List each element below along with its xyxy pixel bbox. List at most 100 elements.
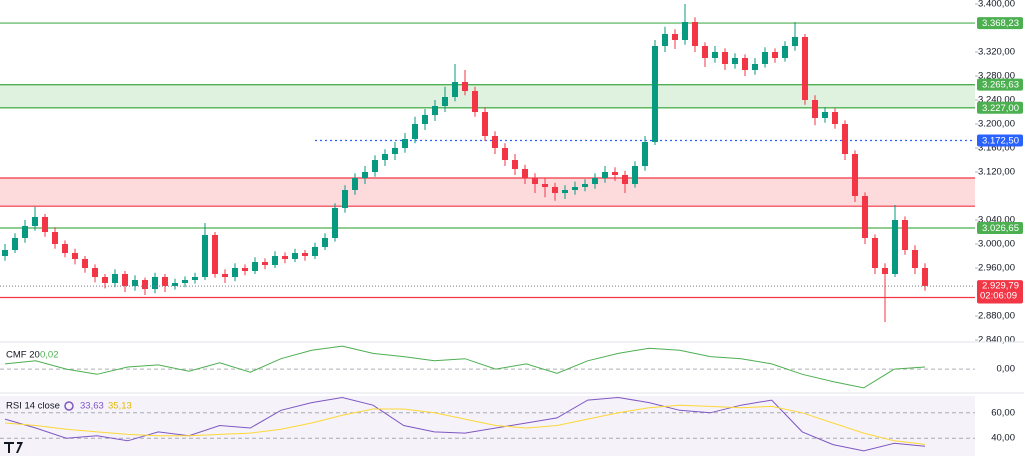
candle-body <box>292 253 298 260</box>
y-tick-label: 2.960,00 <box>978 263 1015 274</box>
candle-body <box>112 274 118 284</box>
candle-body <box>382 154 388 161</box>
y-tick-label: 3.320,00 <box>978 47 1015 58</box>
candle-body <box>472 91 478 113</box>
candle-body <box>102 277 108 284</box>
candle-body <box>832 112 838 125</box>
candle-body <box>502 148 508 161</box>
candle-body <box>352 178 358 191</box>
candle-body <box>602 172 608 179</box>
level-badge <box>977 78 1023 91</box>
y-tick-label: 2.840,00 <box>978 335 1015 346</box>
candle-body <box>622 175 628 185</box>
candle-body <box>492 136 498 149</box>
candle-body <box>252 262 258 272</box>
candle-body <box>552 187 558 194</box>
candle-body <box>262 262 268 266</box>
candle-body <box>232 268 238 278</box>
cmf-legend-value: 0,02 <box>40 350 59 361</box>
candle-body <box>132 280 138 287</box>
candle-body <box>422 115 428 125</box>
indicator-tick-label: 40,00 <box>991 433 1015 444</box>
candle-body <box>642 142 648 167</box>
y-tick-label: 3.200,00 <box>978 119 1015 130</box>
candle-body <box>462 82 468 92</box>
rsi-icon <box>64 401 74 411</box>
logo <box>4 442 23 453</box>
candle-body <box>782 46 788 59</box>
candle-body <box>572 187 578 191</box>
level-label: 3.172,50 <box>982 136 1019 147</box>
indicator-line <box>4 404 926 445</box>
indicator-tick-label: 0,00 <box>997 364 1016 375</box>
last-price-badge <box>977 280 1023 303</box>
candle-body <box>872 238 878 269</box>
y-tick-label: 3.160,00 <box>978 143 1015 154</box>
candle-body <box>192 277 198 281</box>
candle-body <box>282 256 288 260</box>
y-tick-label: 3.280,00 <box>978 71 1015 82</box>
level-label: 3.265,63 <box>982 80 1019 91</box>
candle-body <box>332 208 338 239</box>
candle-body <box>212 235 218 275</box>
candle-body <box>82 259 88 269</box>
candle-body <box>882 268 888 275</box>
candle-body <box>512 160 518 170</box>
candle-body <box>862 196 868 239</box>
candle-body <box>72 253 78 260</box>
candle-body <box>682 22 688 41</box>
level-badge <box>977 134 1023 147</box>
candle-body <box>242 268 248 272</box>
candle-body <box>662 34 668 47</box>
y-tick-label: 2.880,00 <box>978 311 1015 322</box>
candle-body <box>742 58 748 71</box>
candle-body <box>652 46 658 143</box>
candle-body <box>322 238 328 248</box>
y-tick-label: 3.120,00 <box>978 167 1015 178</box>
rsi-legend-value: 33,63 <box>80 401 104 412</box>
candle-body <box>142 280 148 290</box>
candle-body <box>822 112 828 119</box>
candle-body <box>712 52 718 59</box>
candle-body <box>362 172 368 179</box>
candle-body <box>892 220 898 275</box>
candle-body <box>52 232 58 245</box>
candle-body <box>842 124 848 155</box>
level-label: 3.026,65 <box>982 223 1019 234</box>
candle-body <box>912 250 918 269</box>
candle-body <box>802 37 808 101</box>
zone <box>0 84 975 108</box>
y-tick-label: 3.240,00 <box>978 95 1015 106</box>
candle-body <box>562 190 568 194</box>
candle-body <box>432 106 438 116</box>
candle-body <box>902 220 908 251</box>
candle-body <box>22 226 28 239</box>
indicator-tick-label: 60,00 <box>991 407 1015 418</box>
candle-body <box>2 250 8 257</box>
level-label: 3.368,23 <box>982 18 1019 29</box>
candle-body <box>42 217 48 233</box>
candle-body <box>542 184 548 188</box>
indicator-line <box>4 396 926 452</box>
candle-body <box>62 244 68 254</box>
level-badge <box>977 222 1023 235</box>
candle-body <box>312 247 318 257</box>
indicator-line <box>4 345 926 389</box>
candle-body <box>12 238 18 251</box>
candle-body <box>302 253 308 257</box>
candle-body <box>632 166 638 185</box>
candle-body <box>162 277 168 287</box>
candle-body <box>582 184 588 188</box>
candle-body <box>852 154 858 197</box>
candle-body <box>732 58 738 65</box>
candle-body <box>392 148 398 155</box>
candle-body <box>372 160 378 173</box>
rsi-band <box>0 396 975 456</box>
level-badge <box>977 101 1023 114</box>
countdown: 02:06:09 <box>980 291 1017 302</box>
candle-body <box>762 52 768 65</box>
candle-body <box>922 268 928 287</box>
candle-body <box>722 52 728 65</box>
